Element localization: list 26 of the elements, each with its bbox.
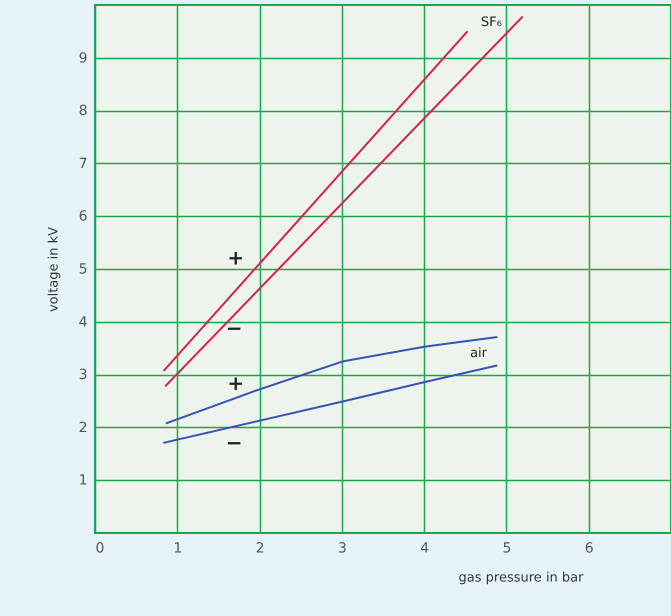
y-tick-label: 4 <box>78 314 88 330</box>
series-label: air <box>470 346 488 362</box>
y-tick-label: 7 <box>78 156 88 172</box>
y-tick-label: 6 <box>78 208 88 225</box>
y-tick-label: 1 <box>78 472 88 489</box>
x-axis-title: gas pressure in bar <box>458 570 584 586</box>
annotation: − <box>226 430 242 455</box>
annotation: − <box>226 316 242 340</box>
x-tick-label: 2 <box>256 540 265 556</box>
x-tick-label: 5 <box>502 540 512 556</box>
x-tick-label: 0 <box>96 540 104 556</box>
annotation: + <box>227 371 244 396</box>
x-tick-label: 6 <box>584 540 594 556</box>
y-tick-label: 9 <box>78 50 88 66</box>
y-axis-title: voltage in kV <box>46 226 62 312</box>
x-tick-label: 3 <box>338 540 347 556</box>
y-tick-label: 5 <box>78 262 88 278</box>
y-tick-label: 3 <box>78 367 88 384</box>
line-series <box>166 336 498 424</box>
y-tick-label: 8 <box>78 103 88 120</box>
x-tick-label: 1 <box>173 540 182 556</box>
series-label: SF₆ <box>480 14 502 30</box>
y-tick-label: 2 <box>78 420 88 436</box>
annotation: + <box>227 245 244 270</box>
line-series <box>163 364 498 444</box>
x-tick-label: 4 <box>420 540 430 556</box>
